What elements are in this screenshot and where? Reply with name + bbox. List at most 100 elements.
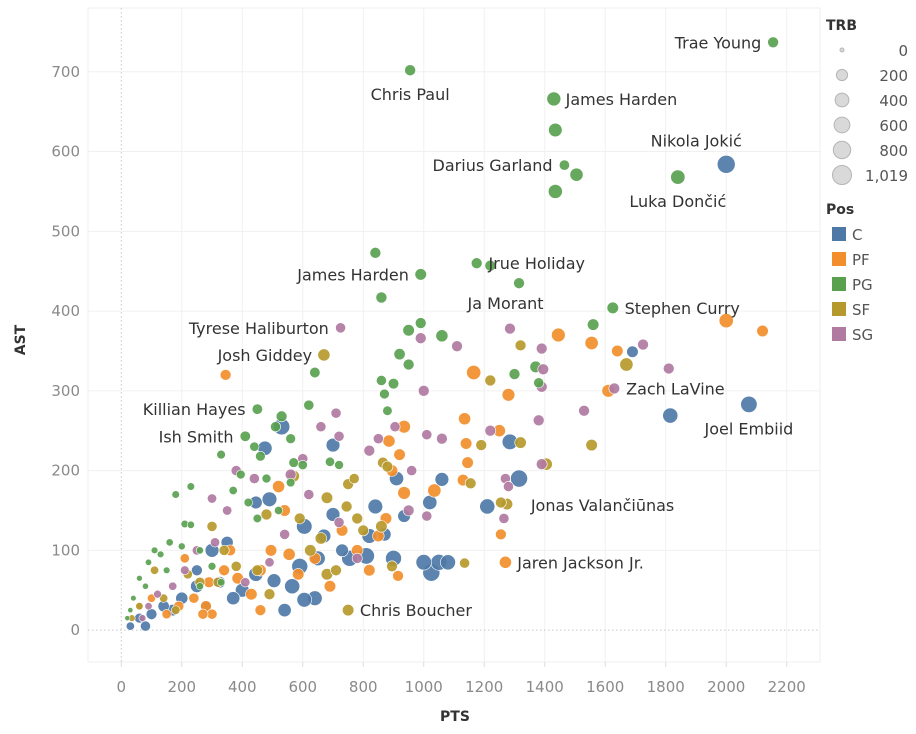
data-point-sg[interactable] <box>264 557 275 568</box>
data-point-pg[interactable] <box>288 457 299 468</box>
data-point-sf[interactable] <box>484 374 497 387</box>
data-point-pg[interactable] <box>379 388 390 400</box>
data-point-pg[interactable] <box>508 368 521 380</box>
data-point-sg[interactable] <box>608 382 621 395</box>
data-point-sf[interactable] <box>230 560 242 572</box>
data-point-pg[interactable] <box>177 542 186 551</box>
data-point-pg[interactable] <box>513 277 525 289</box>
data-point-sg[interactable] <box>537 363 549 376</box>
data-point-sf[interactable] <box>260 508 273 521</box>
data-point-sf[interactable] <box>150 565 160 575</box>
data-point-pg[interactable] <box>274 505 284 515</box>
data-point-sg[interactable] <box>503 481 514 492</box>
data-point-pg[interactable] <box>171 490 180 499</box>
data-point-sf[interactable] <box>351 512 363 525</box>
data-point-pg[interactable] <box>150 546 159 555</box>
data-point-c[interactable] <box>422 495 438 510</box>
data-point-pf[interactable] <box>147 593 157 603</box>
data-point-sf[interactable] <box>514 339 527 352</box>
data-point-sg[interactable] <box>363 444 376 457</box>
data-point-pg[interactable] <box>243 497 253 508</box>
data-point-sg[interactable] <box>222 505 233 516</box>
data-point-c[interactable] <box>140 620 151 632</box>
data-point-c[interactable] <box>125 621 135 631</box>
data-point-pg[interactable] <box>303 399 315 411</box>
data-point-pf[interactable] <box>382 434 396 448</box>
data-point-pf[interactable] <box>584 336 599 350</box>
data-point-sf[interactable] <box>381 460 394 473</box>
data-point-c[interactable] <box>479 498 496 515</box>
data-point-sf[interactable] <box>206 521 218 532</box>
data-point-sg[interactable] <box>417 385 430 397</box>
data-point-sf[interactable] <box>314 532 328 545</box>
data-point-pg[interactable] <box>402 358 415 371</box>
data-point-sf[interactable] <box>293 512 306 525</box>
data-point-c[interactable] <box>440 554 456 571</box>
data-point-pg[interactable] <box>548 122 563 138</box>
data-point-pf[interactable] <box>499 555 512 569</box>
data-point-pg[interactable] <box>239 430 251 442</box>
data-point-sf[interactable] <box>159 593 169 603</box>
data-point-sf[interactable] <box>475 439 487 451</box>
data-point-sg[interactable] <box>372 433 384 445</box>
data-point-sf[interactable] <box>317 348 331 362</box>
data-point-pg[interactable] <box>156 550 165 559</box>
data-point-sf[interactable] <box>459 557 470 569</box>
data-point-pg[interactable] <box>546 91 562 107</box>
data-point-sg[interactable] <box>315 421 327 433</box>
data-point-pg[interactable] <box>252 513 262 524</box>
data-point-sf[interactable] <box>619 357 634 372</box>
data-point-sf[interactable] <box>251 564 264 577</box>
data-point-pg[interactable] <box>470 257 483 269</box>
data-point-sf[interactable] <box>375 520 388 533</box>
data-point-pg[interactable] <box>142 582 149 590</box>
data-point-pg[interactable] <box>309 366 321 379</box>
data-point-pg[interactable] <box>261 473 272 484</box>
data-point-sg[interactable] <box>414 332 427 344</box>
data-point-sf[interactable] <box>357 524 370 537</box>
data-point-pg[interactable] <box>767 36 779 49</box>
data-point-pf[interactable] <box>292 568 305 581</box>
data-point-pf[interactable] <box>264 544 278 557</box>
data-point-sg[interactable] <box>535 342 548 355</box>
data-point-sf[interactable] <box>386 560 398 573</box>
data-point-sg[interactable] <box>207 493 218 504</box>
data-point-pg[interactable] <box>297 460 308 470</box>
data-point-pg[interactable] <box>369 247 382 259</box>
data-point-pg[interactable] <box>235 469 246 480</box>
data-point-sf[interactable] <box>218 544 230 556</box>
data-point-pf[interactable] <box>611 344 624 358</box>
data-point-pg[interactable] <box>216 578 226 587</box>
data-point-sf[interactable] <box>304 544 317 557</box>
data-point-pg[interactable] <box>207 562 217 571</box>
data-point-sg[interactable] <box>279 528 291 540</box>
data-point-pg[interactable] <box>393 348 406 361</box>
data-point-pg[interactable] <box>285 477 296 488</box>
data-point-sg[interactable] <box>436 432 448 445</box>
data-point-pf[interactable] <box>363 564 376 577</box>
data-point-pg[interactable] <box>255 450 266 462</box>
data-point-pg[interactable] <box>249 441 260 452</box>
data-point-pg[interactable] <box>285 433 296 444</box>
data-point-pf[interactable] <box>458 412 471 426</box>
data-point-sf[interactable] <box>320 491 334 504</box>
data-point-pg[interactable] <box>404 64 416 77</box>
data-point-pf[interactable] <box>161 609 172 620</box>
data-point-pg[interactable] <box>228 486 238 496</box>
data-point-pg[interactable] <box>670 169 686 185</box>
data-point-pg[interactable] <box>165 538 174 547</box>
data-point-pf[interactable] <box>551 327 566 343</box>
color-legend-swatch[interactable] <box>832 327 846 341</box>
data-point-sg[interactable] <box>504 322 516 335</box>
data-point-sg[interactable] <box>180 565 190 575</box>
data-point-c[interactable] <box>716 155 736 174</box>
data-point-sf[interactable] <box>330 564 342 577</box>
data-point-c[interactable] <box>415 554 432 571</box>
data-point-pg[interactable] <box>186 520 195 529</box>
data-point-pg[interactable] <box>547 184 563 199</box>
data-point-pf[interactable] <box>218 564 230 577</box>
data-point-sg[interactable] <box>330 407 342 419</box>
data-point-sg[interactable] <box>248 473 260 484</box>
data-point-pg[interactable] <box>569 167 584 182</box>
data-point-sg[interactable] <box>484 424 497 437</box>
